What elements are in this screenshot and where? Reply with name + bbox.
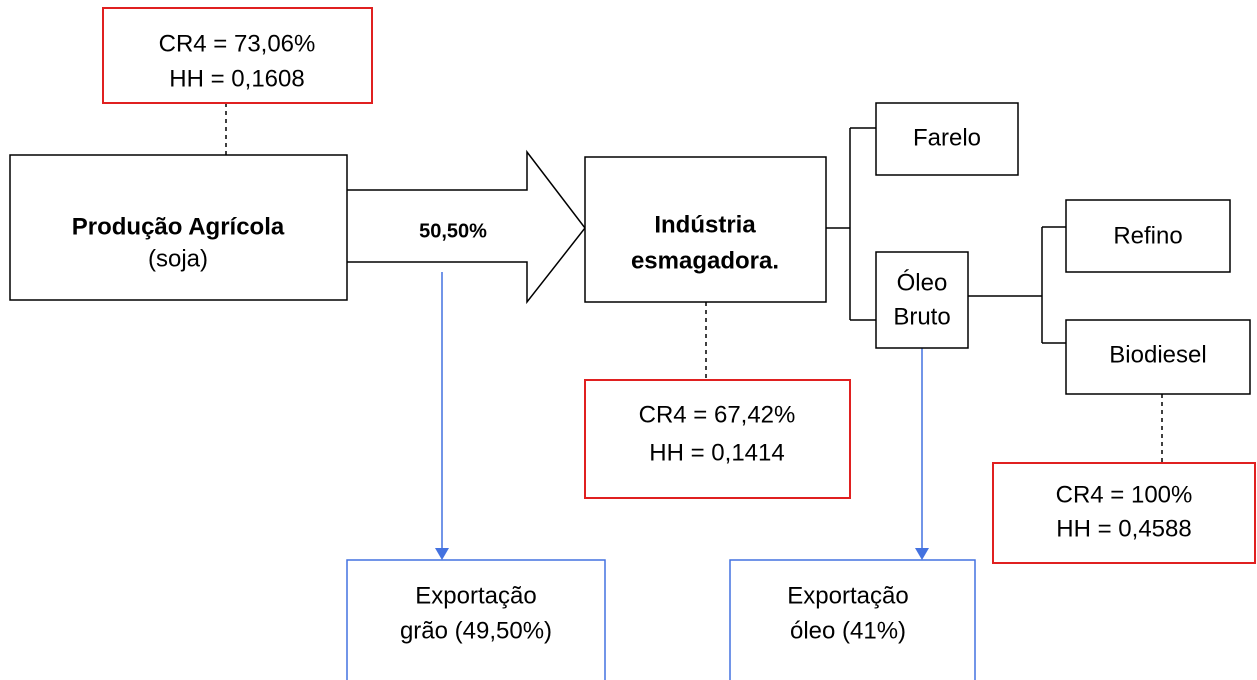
export-box <box>729 559 976 680</box>
bracket <box>826 127 876 321</box>
node-text: Farelo <box>913 124 981 151</box>
concentration-text: HH = 0,1608 <box>169 65 304 92</box>
node-box <box>9 154 348 301</box>
node-text: Biodiesel <box>1109 341 1206 368</box>
export-text: Exportação <box>787 582 908 609</box>
node-text: Bruto <box>893 303 950 330</box>
arrowhead <box>915 548 929 560</box>
node-box <box>875 102 1019 176</box>
concentration-text: HH = 0,1414 <box>649 439 784 466</box>
export-text: grão (49,50%) <box>400 617 552 644</box>
concentration-box <box>584 379 851 499</box>
export-box <box>346 559 606 680</box>
concentration-text: CR4 = 67,42% <box>639 401 796 428</box>
export-text: Exportação <box>415 582 536 609</box>
node-text: Produção Agrícola <box>72 213 285 240</box>
node-text: (soja) <box>148 245 208 272</box>
node-text: Indústria <box>654 211 756 238</box>
node-box <box>1065 199 1231 273</box>
arrow-label: 50,50% <box>419 220 487 242</box>
node-text: Refino <box>1113 222 1182 249</box>
concentration-text: HH = 0,4588 <box>1056 515 1191 542</box>
concentration-text: CR4 = 73,06% <box>159 30 316 57</box>
concentration-box <box>992 462 1256 564</box>
concentration-text: CR4 = 100% <box>1056 481 1193 508</box>
bracket <box>968 226 1066 344</box>
node-text: esmagadora. <box>631 247 779 274</box>
concentration-box <box>102 7 373 104</box>
node-box <box>1065 319 1251 395</box>
export-text: óleo (41%) <box>790 617 906 644</box>
node-text: Óleo <box>897 269 948 296</box>
node-box <box>875 251 969 349</box>
node-box <box>584 156 827 303</box>
arrowhead <box>435 548 449 560</box>
